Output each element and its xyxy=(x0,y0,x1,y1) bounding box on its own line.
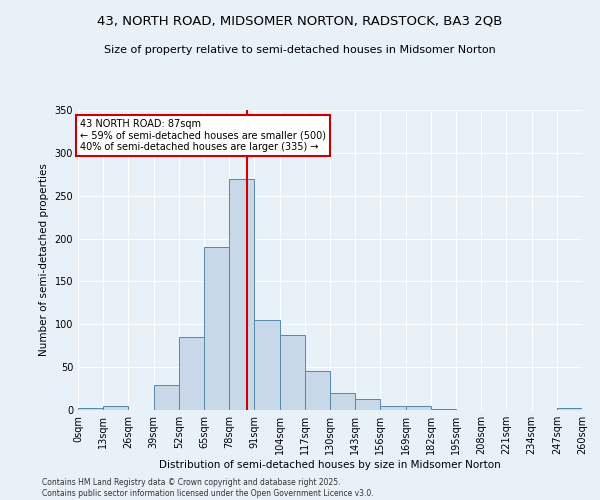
Bar xyxy=(280,334,305,410)
Bar xyxy=(204,247,229,410)
Bar xyxy=(330,393,355,410)
Bar xyxy=(431,409,456,410)
Bar xyxy=(179,337,204,410)
Text: 43 NORTH ROAD: 87sqm
← 59% of semi-detached houses are smaller (500)
40% of semi: 43 NORTH ROAD: 87sqm ← 59% of semi-detac… xyxy=(80,118,326,152)
Bar xyxy=(557,408,582,410)
Text: 43, NORTH ROAD, MIDSOMER NORTON, RADSTOCK, BA3 2QB: 43, NORTH ROAD, MIDSOMER NORTON, RADSTOC… xyxy=(97,15,503,28)
Bar xyxy=(355,399,380,410)
Bar xyxy=(406,406,431,410)
Text: Contains HM Land Registry data © Crown copyright and database right 2025.
Contai: Contains HM Land Registry data © Crown c… xyxy=(42,478,374,498)
Bar xyxy=(229,178,254,410)
Text: Size of property relative to semi-detached houses in Midsomer Norton: Size of property relative to semi-detach… xyxy=(104,45,496,55)
X-axis label: Distribution of semi-detached houses by size in Midsomer Norton: Distribution of semi-detached houses by … xyxy=(159,460,501,470)
Bar xyxy=(305,372,330,410)
Bar xyxy=(103,406,128,410)
Bar xyxy=(154,385,179,410)
Bar xyxy=(254,320,280,410)
Bar xyxy=(380,406,406,410)
Bar xyxy=(78,408,103,410)
Y-axis label: Number of semi-detached properties: Number of semi-detached properties xyxy=(39,164,49,356)
